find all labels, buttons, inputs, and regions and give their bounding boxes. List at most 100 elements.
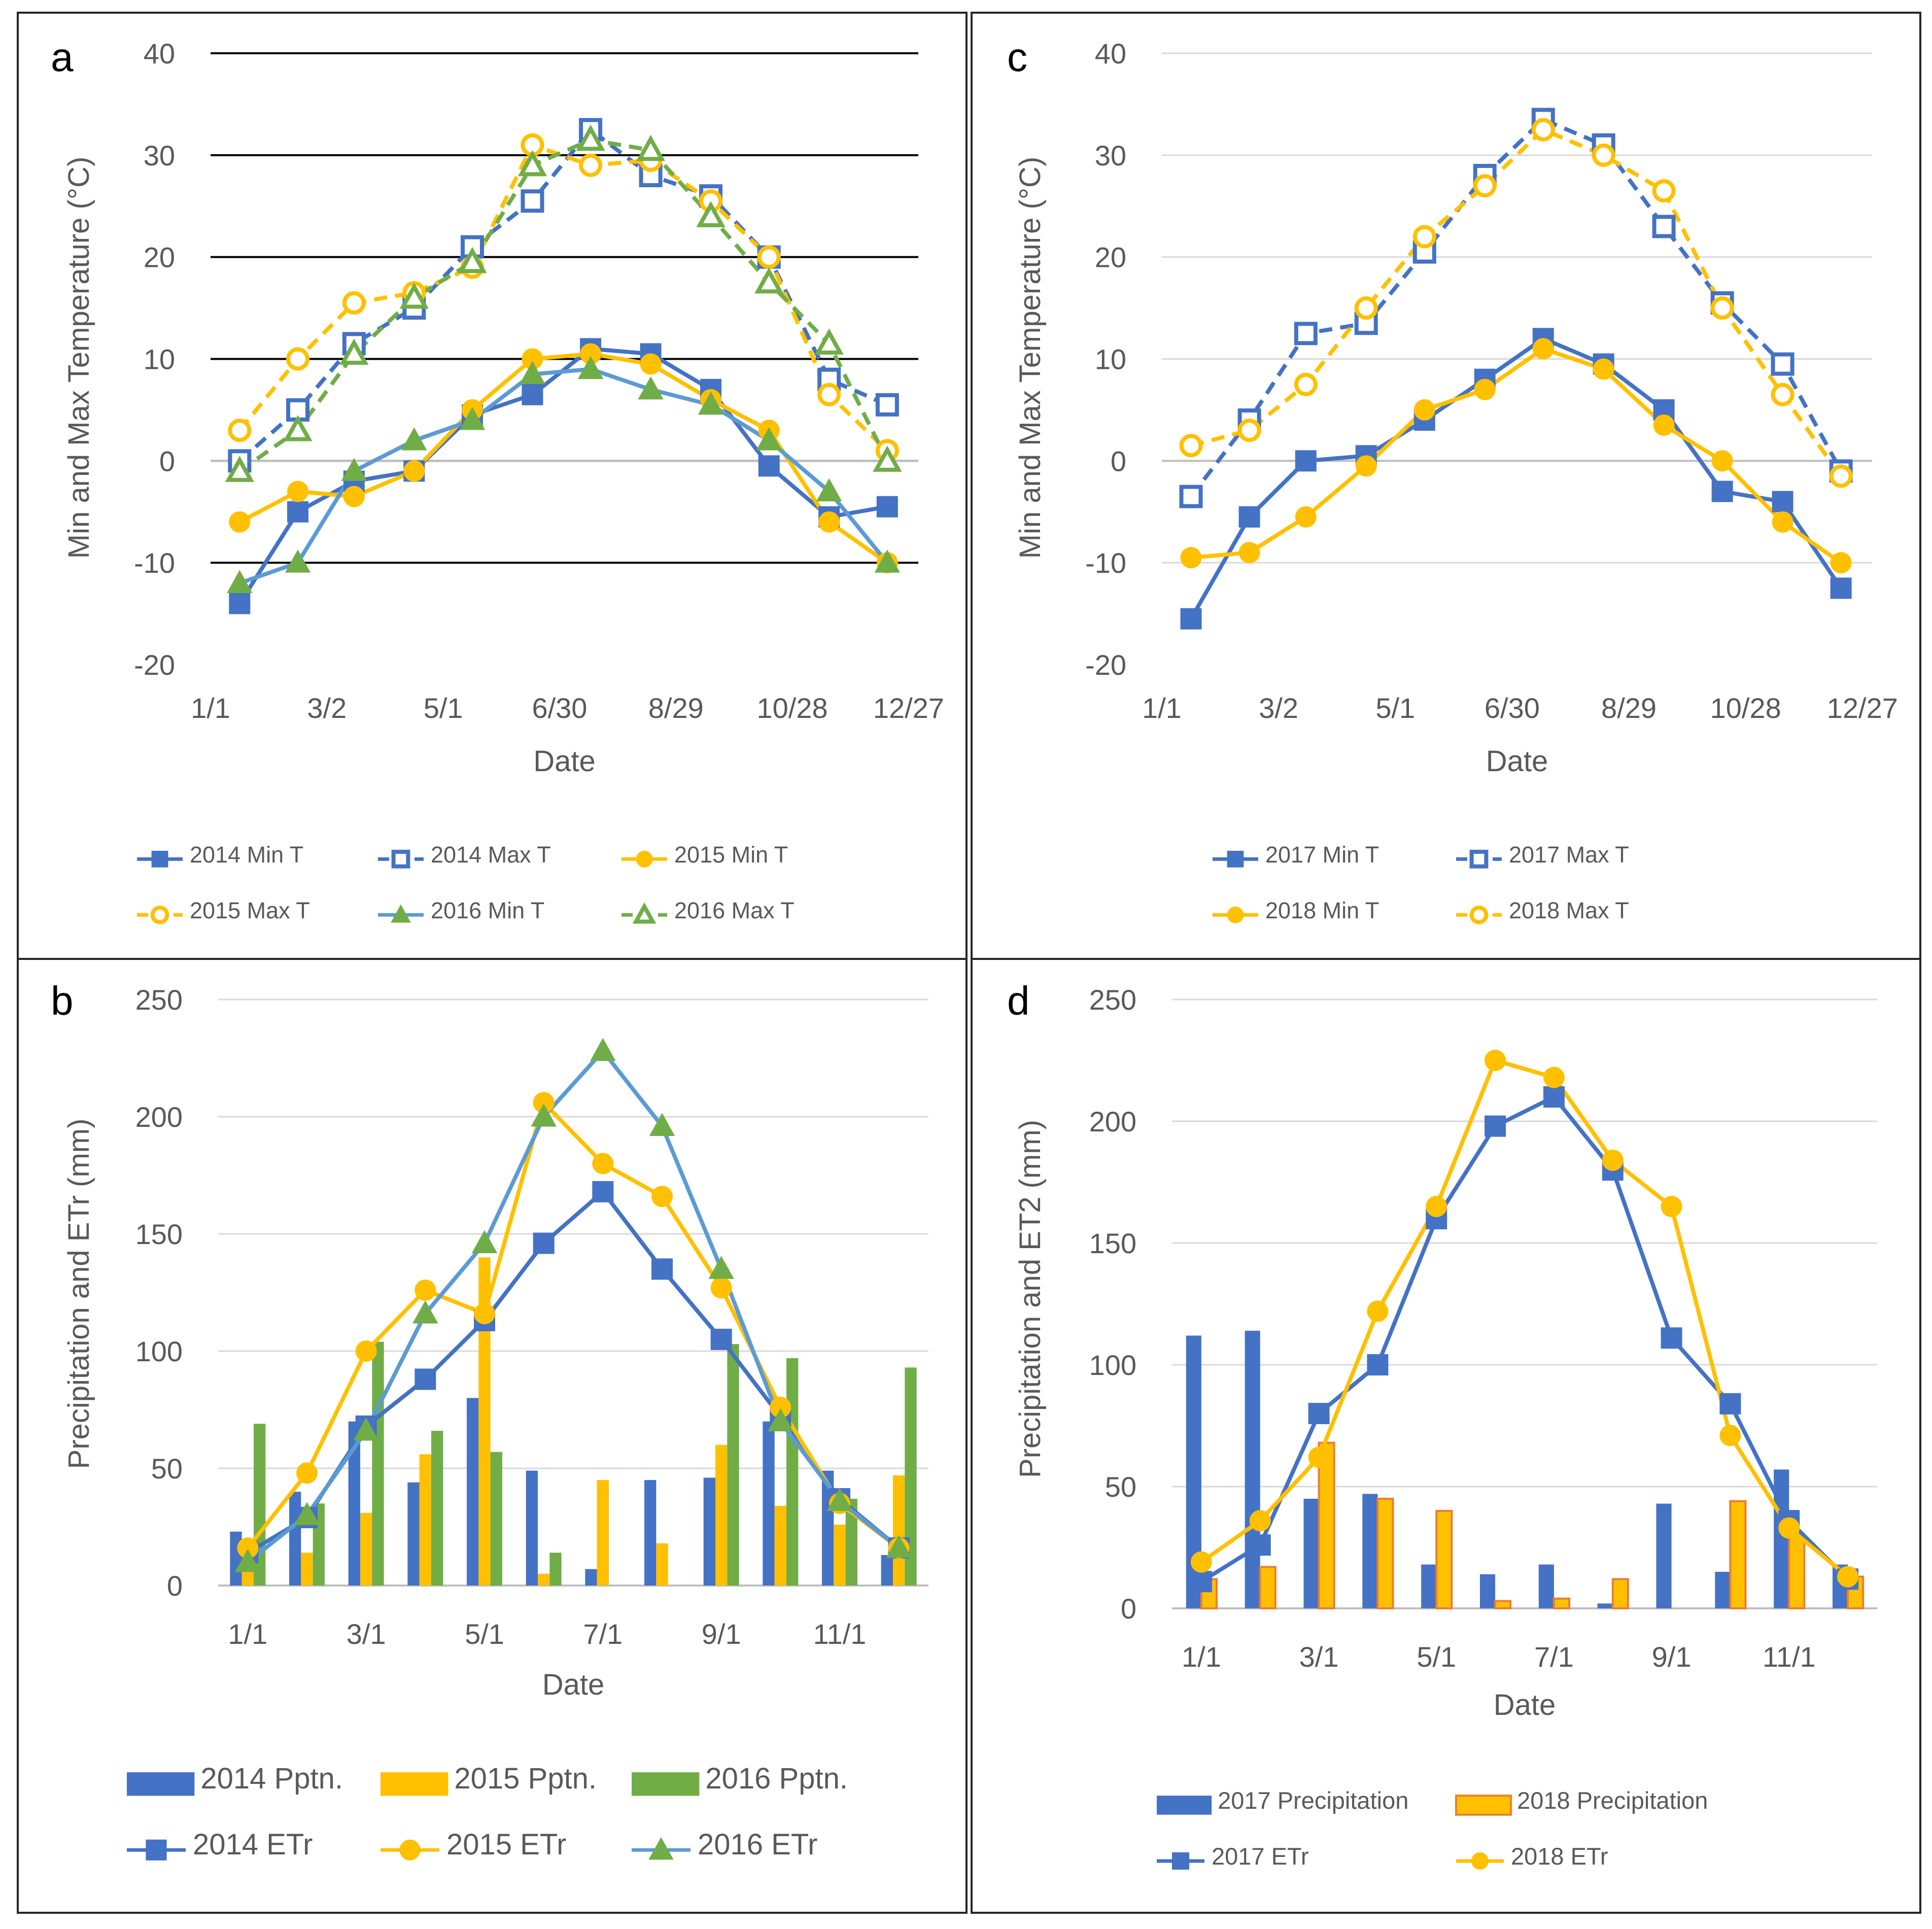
bar-2015-pptn-jun (538, 1573, 550, 1586)
point-2018-etr-1 (1190, 1551, 1212, 1573)
point-2015-min-t-1 (229, 511, 251, 533)
point-2017-min-t-3 (1295, 450, 1317, 472)
point-2015-etr-5 (474, 1303, 495, 1325)
point-2016-min-t-8 (638, 376, 664, 400)
point-2015-etr-2 (296, 1462, 318, 1484)
legend-marker-2015-max-t (150, 905, 169, 924)
point-2015-max-t-7 (579, 153, 603, 177)
point-2018-min-t-9 (1653, 415, 1675, 436)
legend-label-2015-etr: 2015 ETr (446, 1828, 566, 1861)
legend-label-2015-min-t: 2015 Min T (674, 842, 788, 868)
point-2018-etr-8 (1602, 1149, 1624, 1171)
y-tick-label: 0 (1121, 1593, 1136, 1625)
point-2016-min-t-12 (874, 549, 901, 573)
point-2016-max-t-5 (458, 247, 487, 273)
bar-2015-pptn-may (478, 1257, 491, 1586)
legend-marker-2018-etr (1471, 1852, 1489, 1870)
bar-2017-precipitation-may (1421, 1564, 1437, 1608)
point-2018-etr-2 (1249, 1510, 1271, 1532)
x-tick-label: 11/1 (1763, 1641, 1816, 1673)
bar-2018-precipitation-oct (1729, 1500, 1747, 1610)
x-tick-label: 5/1 (1417, 1641, 1456, 1673)
legend-marker-2015-etr (399, 1839, 421, 1861)
point-2018-min-t-8 (1593, 358, 1614, 380)
point-2018-etr-12 (1837, 1566, 1859, 1588)
legend-label-2016-min-t: 2016 Min T (431, 898, 544, 923)
point-2017-max-t-9 (1652, 215, 1676, 238)
legend-marker-2016-etr (648, 1837, 674, 1860)
point-2016-etr-5 (471, 1230, 498, 1253)
bar-2015-pptn-apr (419, 1454, 431, 1586)
y-tick-label: 30 (144, 140, 175, 171)
point-2018-min-t-2 (1238, 542, 1260, 564)
bar-2018-precipitation-jun (1494, 1600, 1512, 1610)
x-tick-label: 10/28 (757, 692, 828, 724)
y-tick-label: -10 (134, 547, 175, 579)
point-2016-etr-1 (235, 1548, 261, 1572)
legend-marker-2017-min-t (1227, 850, 1244, 868)
y-tick-label: -10 (1085, 547, 1126, 579)
bar-2017-precipitation-mar (1303, 1499, 1319, 1608)
bar-2015-pptn-mar (360, 1512, 372, 1586)
point-2018-etr-6 (1485, 1050, 1506, 1071)
point-2017-etr-6 (1485, 1115, 1506, 1137)
point-2016-etr-6 (531, 1104, 557, 1127)
series-line-2015-max-t (238, 143, 889, 453)
legend-marker-2014-min-t (151, 850, 168, 868)
bar-2018-precipitation-jul (1552, 1597, 1571, 1610)
bar-2015-pptn-sep (715, 1444, 728, 1586)
legend-marker-2018-min-t (1227, 906, 1244, 923)
point-2014-etr-8 (651, 1258, 673, 1280)
series-line-2017-etr (1200, 1095, 1849, 1583)
panel-label-d: d (1007, 978, 1030, 1023)
panel-c: c -20 -10 0 10 20 30 40 1/1 3/2 5/1 6/30 8/29 10/28 12… (1007, 35, 1898, 924)
bar-2016-pptn-mar (372, 1341, 384, 1586)
series-line-2018-min-t (1191, 347, 1842, 565)
point-2014-etr-7 (592, 1181, 614, 1202)
point-2018-max-t-4 (1354, 296, 1378, 320)
x-tick-label: 7/1 (583, 1618, 623, 1650)
y-axis-title: Precipitation and ET2 (mm) (1014, 1120, 1047, 1478)
x-tick-label: 9/1 (1652, 1641, 1692, 1673)
y-tick-label: 0 (167, 1570, 183, 1602)
bar-2015-pptn-oct (774, 1505, 786, 1586)
panel-b-frame (17, 958, 968, 1914)
legend-label-2015-pptn: 2015 Pptn. (454, 1762, 597, 1795)
x-tick-label: 5/1 (465, 1618, 504, 1650)
legend-label-2014-min-t: 2014 Min T (190, 842, 303, 868)
point-2016-etr-11 (826, 1488, 853, 1511)
x-tick-label: 6/30 (1485, 692, 1540, 724)
point-2016-etr-10 (768, 1408, 794, 1432)
point-2015-min-t-4 (403, 460, 425, 482)
bar-2017-precipitation-sep (1656, 1503, 1672, 1608)
bar-2014-pptn-aug (644, 1480, 657, 1586)
y-tick-label: 20 (144, 242, 175, 273)
point-2016-min-t-5 (459, 407, 486, 430)
point-2018-min-t-1 (1180, 547, 1202, 569)
point-2018-max-t-5 (1412, 225, 1436, 249)
panel-label-b: b (51, 978, 74, 1023)
bar-2016-pptn-apr (431, 1431, 443, 1586)
point-2017-min-t-10 (1711, 480, 1733, 502)
bar-2017-precipitation-apr (1362, 1494, 1378, 1608)
x-tick-label: 11/1 (813, 1618, 867, 1650)
point-2015-etr-3 (355, 1340, 377, 1362)
y-tick-label: 100 (135, 1335, 183, 1367)
point-2017-etr-10 (1719, 1393, 1741, 1415)
legend-marker-2016-max-t (632, 902, 657, 924)
point-2016-etr-9 (708, 1256, 734, 1279)
point-2016-min-t-6 (520, 361, 545, 385)
point-2015-etr-4 (415, 1279, 436, 1301)
legend-swatch-2016-pptn (632, 1772, 700, 1796)
y-tick-label: 250 (135, 984, 183, 1016)
x-tick-label: 12/27 (1827, 692, 1898, 724)
point-2016-etr-12 (886, 1535, 912, 1558)
y-tick-label: 10 (144, 343, 175, 375)
point-2016-etr-7 (590, 1038, 616, 1061)
point-2015-max-t-1 (228, 419, 252, 442)
point-2018-etr-4 (1367, 1300, 1389, 1322)
bar-2016-pptn-oct (786, 1358, 799, 1586)
series-line-2018-etr (1200, 1058, 1849, 1578)
bar-2014-pptn-dec (881, 1555, 893, 1586)
